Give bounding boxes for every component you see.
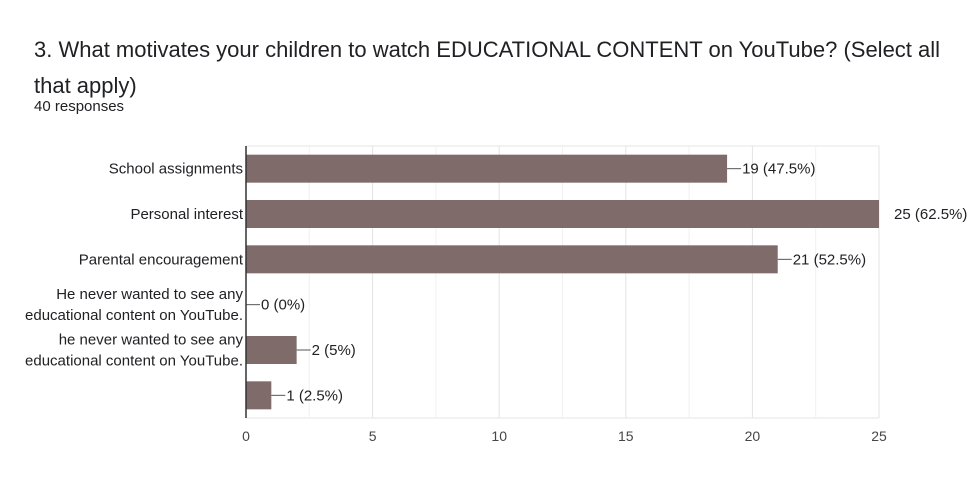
category-label: Personal interest [130,206,243,223]
labels: 0 5 10 15 20 25 19 (47.5%) 25 (62.5%) 21 (52.5%)… [25,146,967,444]
bar [246,200,879,228]
data-label: 19 (47.5%) [742,161,815,178]
bar [246,381,272,410]
category-label-line: Parental encouragement [79,251,244,268]
x-tick-label: 5 [369,428,377,444]
category-label-line: educational content on YouTube. [25,307,243,324]
bars [246,154,879,410]
data-label: 0 (0%) [261,297,305,314]
category-label-line: School assignments [109,161,243,178]
bar [246,154,728,183]
bar [246,336,297,364]
x-tick-label: 25 [871,428,887,444]
data-label: 25 (62.5%) [894,206,967,223]
category-label-line: Personal interest [130,206,243,223]
x-tick-label: 15 [618,428,634,444]
category-label: he never wanted to see any educational co… [25,332,243,370]
question-title: 3. What motivates your children to watch… [34,37,941,98]
category-label-line: he never wanted to see any [59,332,244,349]
x-tick-label: 10 [491,428,507,444]
category-label: Parental encouragement [79,251,244,268]
category-label-line: He never wanted to see any [56,286,243,303]
bar [246,245,778,274]
category-label: School assignments [109,161,243,178]
data-label: 2 (5%) [312,342,356,359]
grid-lines [245,145,880,419]
x-tick-label: 0 [242,428,250,444]
data-label: 21 (52.5%) [793,251,866,268]
data-label: 1 (2.5%) [286,387,343,404]
category-label-line: educational content on YouTube. [25,353,243,370]
x-tick-label: 20 [745,428,761,444]
category-label: He never wanted to see any educational co… [25,286,243,324]
response-count: 40 responses [34,98,125,115]
